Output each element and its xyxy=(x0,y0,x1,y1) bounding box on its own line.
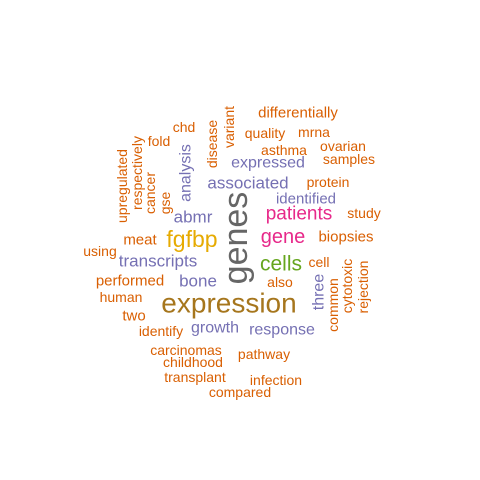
word-common: common xyxy=(325,278,341,332)
word-samples: samples xyxy=(323,151,375,167)
word-study: study xyxy=(347,205,380,221)
word-cell: cell xyxy=(308,254,329,270)
word-childhood: childhood xyxy=(163,354,223,370)
word-carcinomas: carcinomas xyxy=(150,342,222,358)
word-ovarian: ovarian xyxy=(320,138,366,154)
word-using: using xyxy=(83,243,116,259)
word-respectively: respectively xyxy=(129,136,145,210)
word-quality: quality xyxy=(245,125,285,141)
word-fgfbp: fgfbp xyxy=(166,226,217,252)
word-gse: gse xyxy=(157,192,173,215)
word-infection: infection xyxy=(250,372,302,388)
word-rejection: rejection xyxy=(355,261,371,314)
word-gene: gene xyxy=(261,226,306,248)
word-pathway: pathway xyxy=(238,346,290,362)
word-three: three xyxy=(311,274,328,311)
word-cancer: cancer xyxy=(142,172,158,214)
word-human: human xyxy=(100,289,143,305)
word-transplant: transplant xyxy=(164,369,226,385)
word-variant: variant xyxy=(221,106,237,148)
word-performed: performed xyxy=(96,273,164,290)
word-identified: identified xyxy=(276,191,336,208)
word-genes: genes xyxy=(217,192,255,285)
word-abmr: abmr xyxy=(174,208,213,227)
word-two: two xyxy=(122,308,145,325)
word-patients: patients xyxy=(266,204,333,225)
word-growth: growth xyxy=(191,320,239,337)
word-response: response xyxy=(249,322,315,339)
word-disease: disease xyxy=(204,120,220,168)
word-cells: cells xyxy=(260,253,302,276)
word-chd: chd xyxy=(173,119,196,135)
word-protein: protein xyxy=(307,174,350,190)
word-mrna: mrna xyxy=(298,124,330,140)
word-upregulated: upregulated xyxy=(114,149,130,223)
word-transcripts: transcripts xyxy=(119,252,197,271)
word-bone: bone xyxy=(179,272,217,291)
word-analysis: analysis xyxy=(178,144,195,202)
word-meat: meat xyxy=(123,232,157,249)
word-fold: fold xyxy=(148,133,171,149)
word-expressed: expressed xyxy=(231,155,305,172)
word-cytotoxic: cytotoxic xyxy=(339,259,355,313)
word-asthma: asthma xyxy=(261,142,307,158)
word-also: also xyxy=(267,274,293,290)
word-associated: associated xyxy=(207,174,288,193)
word-differentially: differentially xyxy=(258,105,338,122)
word-compared: compared xyxy=(209,384,271,400)
word-expression: expression xyxy=(161,288,296,319)
word-identify: identify xyxy=(139,323,183,339)
word-biopsies: biopsies xyxy=(318,229,373,246)
